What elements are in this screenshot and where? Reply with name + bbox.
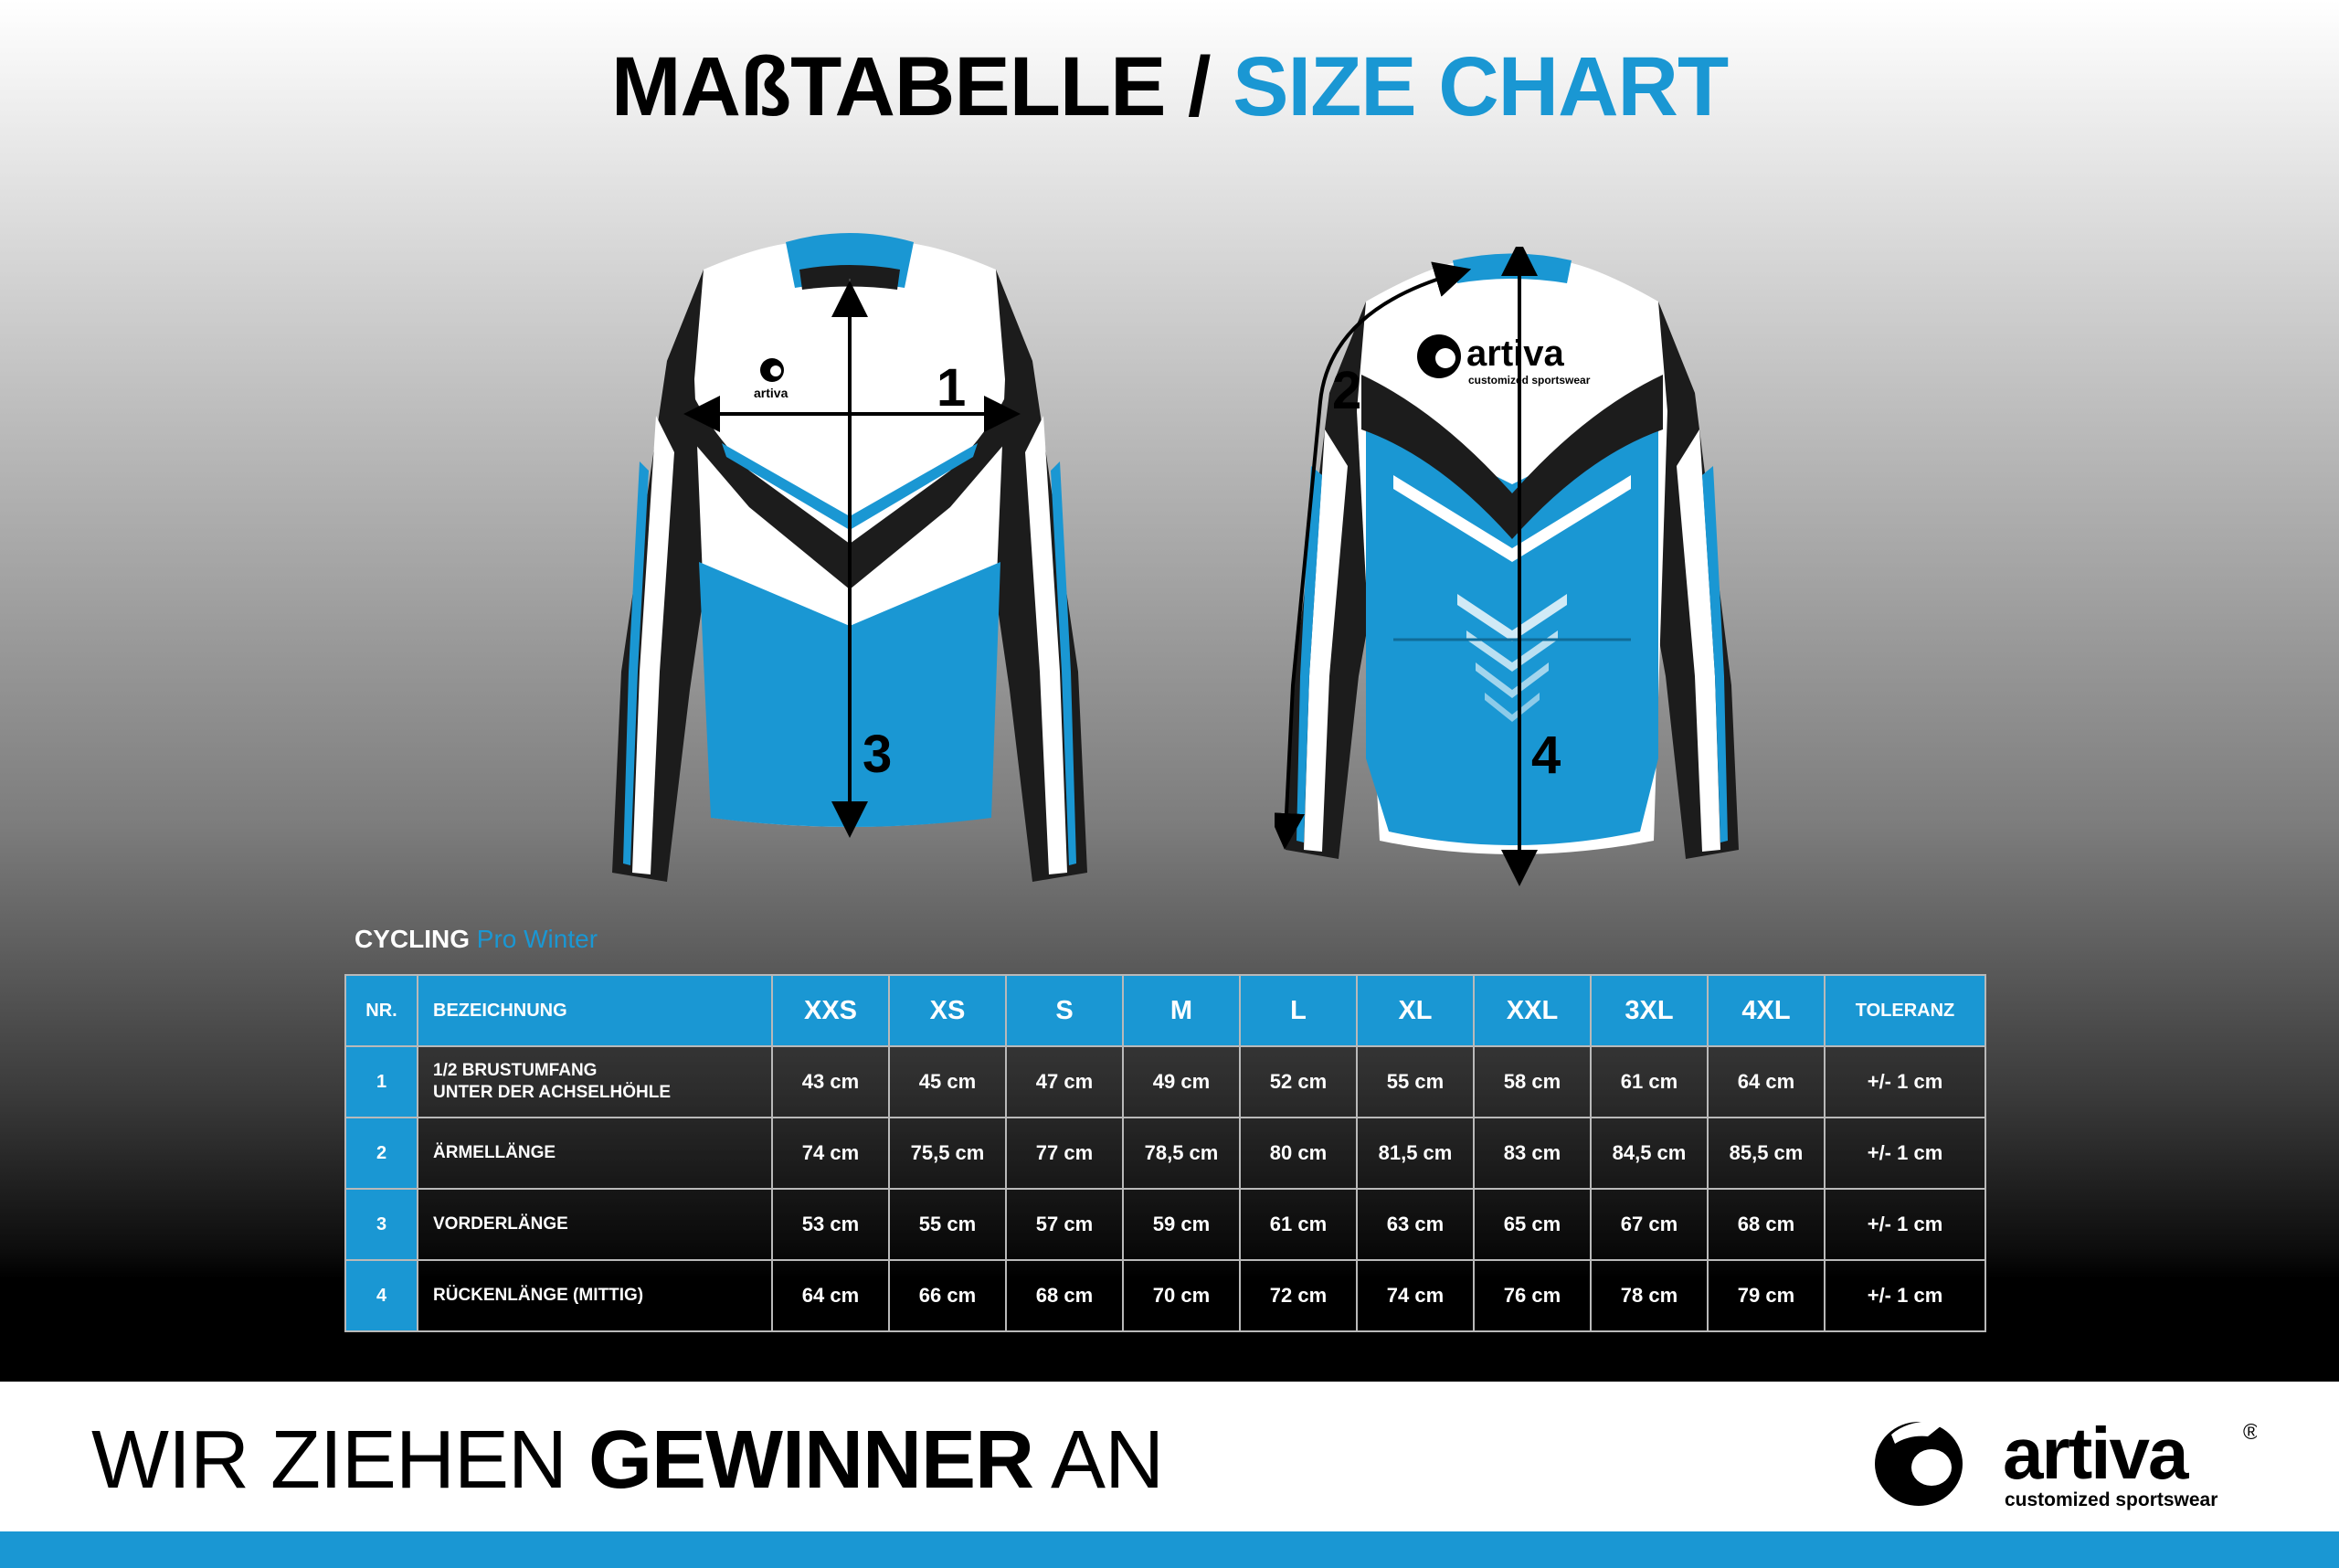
cell-value: 67 cm [1590,1188,1709,1261]
cell-value: 58 cm [1473,1045,1592,1118]
cell-value: 72 cm [1239,1259,1358,1332]
measure-label-2: 2 [1332,361,1362,420]
cell-value: 68 cm [1707,1188,1826,1261]
title-english: SIZE CHART [1233,40,1729,133]
measure-label-4: 4 [1531,726,1561,785]
cell-value: 78,5 cm [1122,1117,1241,1190]
cell-value: 66 cm [888,1259,1007,1332]
cell-value: 77 cm [1005,1117,1124,1190]
cell-value: 78 cm [1590,1259,1709,1332]
cell-value: 84,5 cm [1590,1117,1709,1190]
brand-registered-mark: ® [2243,1420,2257,1445]
cell-tolerance: +/- 1 cm [1824,1045,1986,1118]
table-row: 4 RÜCKENLÄNGE (MITTIG) 64 cm 66 cm 68 cm… [344,1259,1986,1332]
cell-value: 53 cm [771,1188,890,1261]
cell-tolerance: +/- 1 cm [1824,1259,1986,1332]
back-logo-tagline: customized sportswear [1468,374,1591,387]
measure-label-3: 3 [863,725,893,784]
cell-tolerance: +/- 1 cm [1824,1117,1986,1190]
back-logo-text: artiva [1466,334,1564,374]
cell-value: 64 cm [1707,1045,1826,1118]
back-logo-icon [1417,334,1461,378]
cell-value: 55 cm [1356,1045,1475,1118]
header-size-3xl: 3XL [1590,974,1709,1047]
cell-value: 43 cm [771,1045,890,1118]
cell-value: 52 cm [1239,1045,1358,1118]
row-description: ÄRMELLÄNGE [417,1117,773,1190]
table-title: CYCLING Pro Winter [355,923,598,956]
brand-logo-text: artiva [2003,1413,2189,1494]
table-row: 1 1/2 BRUSTUMFANG UNTER DER ACHSELHÖHLE … [344,1045,1986,1118]
cell-value: 59 cm [1122,1188,1241,1261]
header-size-xxl: XXL [1473,974,1592,1047]
cell-value: 68 cm [1005,1259,1124,1332]
table-row: 3 VORDERLÄNGE 53 cm 55 cm 57 cm 59 cm 61… [344,1188,1986,1261]
header-size-4xl: 4XL [1707,974,1826,1047]
cell-value: 65 cm [1473,1188,1592,1261]
header-size-xxs: XXS [771,974,890,1047]
cell-value: 63 cm [1356,1188,1475,1261]
front-logo-text: artiva [754,386,788,400]
cell-value: 83 cm [1473,1117,1592,1190]
row-description: VORDERLÄNGE [417,1188,773,1261]
cell-value: 80 cm [1239,1117,1358,1190]
header-nr: NR. [344,974,418,1047]
row-description: 1/2 BRUSTUMFANG UNTER DER ACHSELHÖHLE [417,1045,773,1118]
cell-value: 85,5 cm [1707,1117,1826,1190]
table-title-category: CYCLING [355,925,470,953]
cell-value: 75,5 cm [888,1117,1007,1190]
row-nr: 3 [344,1188,418,1261]
cell-value: 79 cm [1707,1259,1826,1332]
slogan-part1: WIR ZIEHEN [91,1414,567,1506]
page-title: MAßTABELLE / SIZE CHART [0,37,2339,137]
jersey-back-image: artiva customized sportswear [1275,247,1739,886]
header-size-m: M [1122,974,1241,1047]
cell-value: 74 cm [1356,1259,1475,1332]
cell-value: 76 cm [1473,1259,1592,1332]
row-nr: 4 [344,1259,418,1332]
title-german: MAßTABELLE [610,40,1167,133]
brand-logo: artiva ® customized sportswear [1875,1413,2257,1510]
row-nr: 2 [344,1117,418,1190]
header-bezeichnung: BEZEICHNUNG [417,974,773,1047]
brand-logo-icon [1875,1421,1963,1506]
footer-slogan: WIR ZIEHEN GEWINNER AN [91,1414,1164,1506]
measure-label-1: 1 [937,358,967,418]
cell-value: 47 cm [1005,1045,1124,1118]
table-title-product: Pro Winter [476,925,598,953]
cell-value: 49 cm [1122,1045,1241,1118]
row-description-line1: 1/2 BRUSTUMFANG [433,1061,598,1080]
brand-logo-tagline: customized sportswear [2005,1489,2217,1510]
cell-value: 57 cm [1005,1188,1124,1261]
cell-value: 64 cm [771,1259,890,1332]
row-description-line2: UNTER DER ACHSELHÖHLE [433,1083,672,1102]
cell-value: 61 cm [1590,1045,1709,1118]
slogan-part3: AN [1051,1414,1164,1506]
table-header-row: NR. BEZEICHNUNG XXS XS S M L XL XXL 3XL … [344,974,1986,1047]
header-size-s: S [1005,974,1124,1047]
cell-tolerance: +/- 1 cm [1824,1188,1986,1261]
row-description: RÜCKENLÄNGE (MITTIG) [417,1259,773,1332]
front-logo-icon [760,358,784,382]
header-size-xs: XS [888,974,1007,1047]
cell-value: 81,5 cm [1356,1117,1475,1190]
cell-value: 45 cm [888,1045,1007,1118]
cell-value: 74 cm [771,1117,890,1190]
footer-accent-bar [0,1531,2339,1568]
row-nr: 1 [344,1045,418,1118]
header-size-l: L [1239,974,1358,1047]
cell-value: 61 cm [1239,1188,1358,1261]
cell-value: 55 cm [888,1188,1007,1261]
title-separator: / [1188,40,1212,133]
cell-value: 70 cm [1122,1259,1241,1332]
slogan-part2: GEWINNER [588,1414,1034,1506]
header-size-xl: XL [1356,974,1475,1047]
table-row: 2 ÄRMELLÄNGE 74 cm 75,5 cm 77 cm 78,5 cm… [344,1117,1986,1190]
jersey-front-image: artiva [612,233,1087,882]
size-table: NR. BEZEICHNUNG XXS XS S M L XL XXL 3XL … [344,974,1986,1332]
header-toleranz: TOLERANZ [1824,974,1986,1047]
